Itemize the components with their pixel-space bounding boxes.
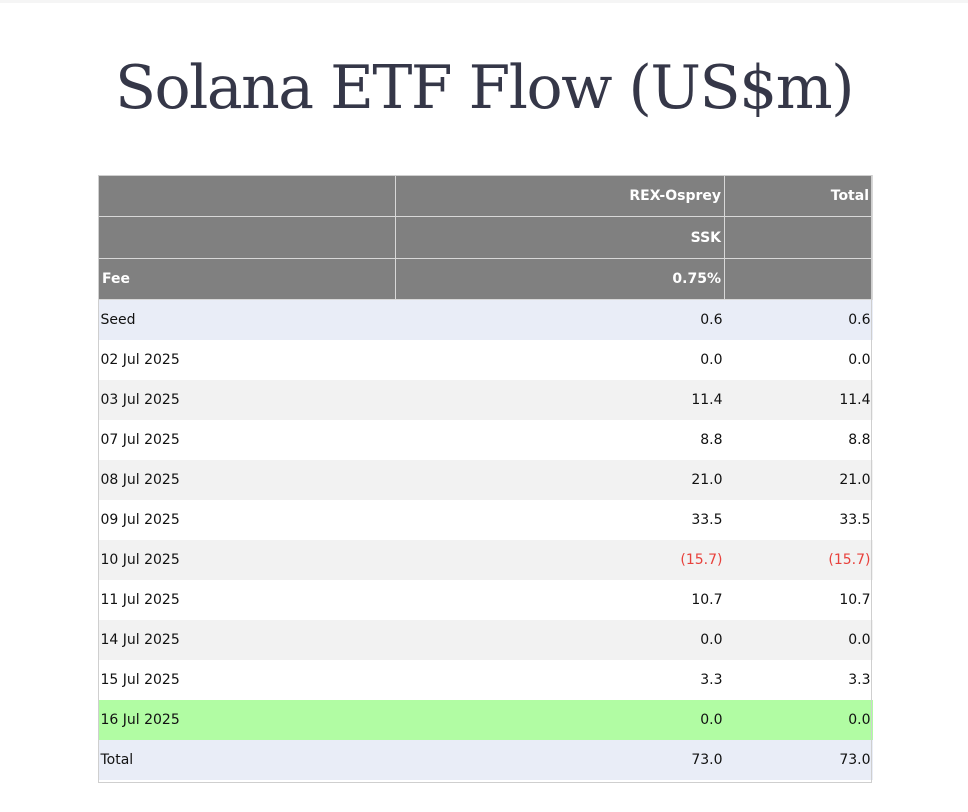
header-cell-blank: [724, 258, 873, 300]
table-row: 08 Jul 2025 21.0 21.0: [98, 459, 873, 500]
table-row: 15 Jul 2025 3.3 3.3: [98, 659, 873, 700]
header-cell-fee-value: 0.75%: [395, 258, 725, 300]
row-ssk-flow: (15.7): [395, 539, 725, 580]
table-row: 03 Jul 2025 11.4 11.4: [98, 379, 873, 420]
header-cell-blank: [724, 216, 873, 259]
row-ssk-flow: 33.5: [395, 499, 725, 540]
header-cell-ssk: SSK: [395, 216, 725, 259]
row-total-flow: 10.7: [724, 579, 873, 620]
row-ssk-flow: 8.8: [395, 419, 725, 460]
row-date: 09 Jul 2025: [98, 499, 396, 540]
table-body: Seed 0.6 0.6 02 Jul 2025 0.0 0.0 03 Jul 2025 11…: [98, 299, 873, 780]
row-date: 14 Jul 2025: [98, 619, 396, 660]
row-ssk-flow: 0.6: [395, 299, 725, 340]
row-ssk-flow: 3.3: [395, 659, 725, 700]
row-total-flow: 11.4: [724, 379, 873, 420]
row-ssk-flow: 0.0: [395, 699, 725, 740]
row-date: 07 Jul 2025: [98, 419, 396, 460]
row-total-flow: 3.3: [724, 659, 873, 700]
row-date: 10 Jul 2025: [98, 539, 396, 580]
row-ssk-flow: 0.0: [395, 619, 725, 660]
row-date: 03 Jul 2025: [98, 379, 396, 420]
row-total-flow: 0.0: [724, 339, 873, 380]
row-date: Seed: [98, 299, 396, 340]
row-total-flow: 8.8: [724, 419, 873, 460]
row-ssk-flow: 73.0: [395, 739, 725, 780]
row-total-flow: 0.0: [724, 619, 873, 660]
table-row: 07 Jul 2025 8.8 8.8: [98, 419, 873, 460]
etf-flow-table: REX-Osprey Total SSK Fee 0.75% Seed 0.6 0.…: [98, 175, 873, 780]
row-ssk-flow: 11.4: [395, 379, 725, 420]
header-row-ticker: SSK: [98, 216, 873, 259]
table-header: REX-Osprey Total SSK Fee 0.75%: [98, 175, 873, 300]
row-total-flow: 73.0: [724, 739, 873, 780]
page-title: Solana ETF Flow (US$m): [114, 53, 855, 123]
header-cell-blank: [98, 216, 396, 259]
header-cell-rex-osprey: REX-Osprey: [395, 175, 725, 217]
header-cell-total: Total: [724, 175, 873, 217]
header-row-fee: Fee 0.75%: [98, 258, 873, 300]
table-row: 02 Jul 2025 0.0 0.0: [98, 339, 873, 380]
row-date: 16 Jul 2025: [98, 699, 396, 740]
table-row: Seed 0.6 0.6: [98, 299, 873, 340]
row-ssk-flow: 10.7: [395, 579, 725, 620]
row-date: 02 Jul 2025: [98, 339, 396, 380]
header-row-issuer: REX-Osprey Total: [98, 175, 873, 217]
table-row: 10 Jul 2025 (15.7) (15.7): [98, 539, 873, 580]
top-strip: [0, 0, 968, 3]
row-date: 15 Jul 2025: [98, 659, 396, 700]
row-ssk-flow: 0.0: [395, 339, 725, 380]
table-row: Total 73.0 73.0: [98, 739, 873, 780]
row-ssk-flow: 21.0: [395, 459, 725, 500]
header-cell-fee-label: Fee: [98, 258, 396, 300]
table-row: 16 Jul 2025 0.0 0.0: [98, 699, 873, 740]
row-total-flow: 33.5: [724, 499, 873, 540]
table-row: 11 Jul 2025 10.7 10.7: [98, 579, 873, 620]
row-total-flow: (15.7): [724, 539, 873, 580]
row-total-flow: 0.6: [724, 299, 873, 340]
row-date: 08 Jul 2025: [98, 459, 396, 500]
header-cell-date: [98, 175, 396, 217]
table-row: 14 Jul 2025 0.0 0.0: [98, 619, 873, 660]
row-date: Total: [98, 739, 396, 780]
row-total-flow: 21.0: [724, 459, 873, 500]
row-total-flow: 0.0: [724, 699, 873, 740]
row-date: 11 Jul 2025: [98, 579, 396, 620]
table-row: 09 Jul 2025 33.5 33.5: [98, 499, 873, 540]
